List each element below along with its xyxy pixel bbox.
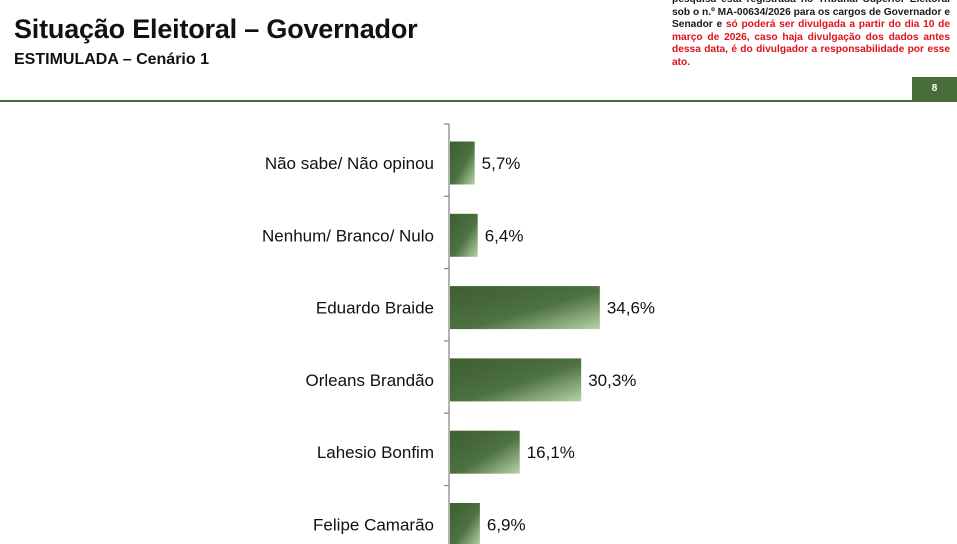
bar bbox=[450, 141, 475, 185]
page-number-badge: 8 bbox=[912, 77, 957, 100]
category-label: Felipe Camarão bbox=[313, 516, 434, 535]
notice-warning-text: só poderá ser divulgada a partir do dia … bbox=[672, 19, 950, 68]
bar bbox=[450, 213, 478, 257]
header-divider bbox=[0, 100, 957, 102]
page-title: Situação Eleitoral – Governador bbox=[14, 14, 418, 44]
category-label: Não sabe/ Não opinou bbox=[265, 154, 434, 173]
bar-chart: Não sabe/ Não opinou 5,7% Nenhum/ Branco/ … bbox=[262, 123, 655, 544]
bar bbox=[450, 503, 480, 544]
data-label: 6,9% bbox=[487, 516, 526, 535]
data-label: 34,6% bbox=[607, 299, 655, 318]
page-subtitle: ESTIMULADA – Cenário 1 bbox=[14, 51, 209, 68]
category-label: Nenhum/ Branco/ Nulo bbox=[262, 226, 434, 245]
category-label: Eduardo Braide bbox=[316, 299, 434, 318]
notice-text: pesquisa está registrada no Tribunal Sup… bbox=[672, 0, 950, 31]
bar bbox=[450, 430, 520, 474]
data-label: 5,7% bbox=[482, 154, 521, 173]
category-label: Lahesio Bonfim bbox=[317, 443, 434, 462]
registration-notice: pesquisa está registrada no Tribunal Sup… bbox=[672, 0, 950, 70]
data-label: 6,4% bbox=[485, 226, 524, 245]
data-label: 16,1% bbox=[527, 443, 575, 462]
bar bbox=[450, 358, 582, 402]
category-label: Orleans Brandão bbox=[305, 371, 434, 390]
bar bbox=[450, 286, 600, 330]
data-label: 30,3% bbox=[588, 371, 636, 390]
